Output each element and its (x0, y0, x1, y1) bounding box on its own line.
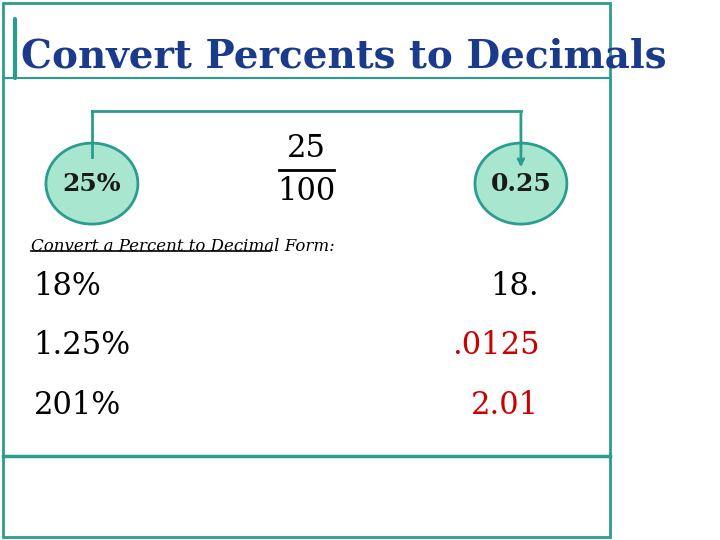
Text: 25: 25 (287, 133, 326, 164)
Text: 2.01: 2.01 (471, 389, 539, 421)
Text: Convert a Percent to Decimal Form:: Convert a Percent to Decimal Form: (31, 238, 334, 254)
Text: 100: 100 (277, 176, 336, 207)
Text: 0.25: 0.25 (490, 172, 552, 195)
Text: Convert Percents to Decimals: Convert Percents to Decimals (22, 38, 667, 76)
Text: 201%: 201% (34, 389, 121, 421)
Text: .0125: .0125 (451, 330, 539, 361)
Text: 18%: 18% (34, 271, 102, 302)
Circle shape (475, 143, 567, 224)
Circle shape (46, 143, 138, 224)
Text: 1.25%: 1.25% (34, 330, 131, 361)
Text: 18.: 18. (490, 271, 539, 302)
Text: 25%: 25% (63, 172, 121, 195)
